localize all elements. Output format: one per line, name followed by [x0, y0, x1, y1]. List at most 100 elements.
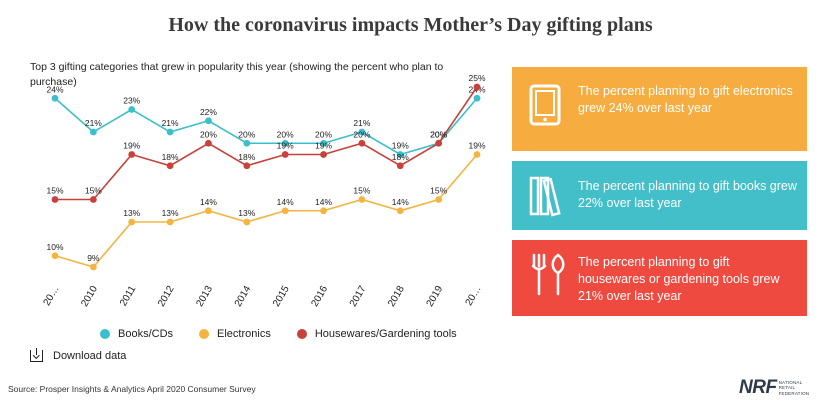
legend-swatch-housewares	[296, 329, 307, 339]
data-point-electronics	[396, 207, 404, 215]
data-label-housewares: 18%	[238, 152, 255, 162]
data-label-electronics: 14%	[277, 197, 294, 207]
legend-swatch-electronics	[199, 329, 210, 339]
series-line-books	[54, 97, 478, 156]
data-label-electronics: 10%	[46, 242, 63, 252]
data-label-housewares: 20%	[430, 129, 447, 139]
logo-subtext: NATIONAL RETAIL FEDERATION	[778, 379, 810, 396]
data-label-books: 20%	[238, 129, 255, 139]
data-point-electronics	[243, 218, 251, 226]
data-point-housewares	[358, 139, 366, 147]
x-tick-label: 2019	[425, 284, 446, 309]
data-point-electronics	[435, 196, 443, 203]
data-point-books	[205, 117, 212, 125]
data-label-electronics: 14%	[200, 197, 217, 207]
data-point-housewares	[435, 139, 443, 147]
card-housewares-text: The percent planning to gift housewares …	[578, 255, 780, 303]
card-books: The percent planning to gift books grew …	[512, 161, 807, 230]
card-electronics-text: The percent planning to gift electronics…	[578, 84, 793, 115]
data-label-books: 24%	[46, 84, 63, 94]
data-point-electronics	[166, 218, 174, 226]
x-tick-label: 2010	[79, 284, 100, 309]
data-point-housewares	[320, 151, 327, 158]
logo-mark: NRF	[739, 377, 777, 398]
data-point-housewares	[396, 162, 404, 170]
data-point-electronics	[89, 263, 97, 271]
download-label: Download data	[53, 350, 127, 362]
x-tick-label: 2014	[233, 284, 254, 309]
data-point-books	[473, 94, 481, 102]
data-point-housewares	[205, 139, 212, 147]
data-point-housewares	[473, 83, 481, 91]
data-point-books	[358, 128, 366, 136]
data-label-books: 20%	[315, 129, 332, 139]
data-label-housewares: 15%	[85, 186, 102, 196]
data-label-housewares: 18%	[162, 152, 179, 162]
data-label-housewares: 19%	[123, 141, 140, 151]
legend-item-housewares[interactable]: Housewares/Gardening tools	[296, 328, 457, 340]
data-label-electronics: 9%	[87, 253, 100, 263]
x-tick-label: 20…	[464, 284, 484, 308]
data-point-electronics	[205, 207, 212, 215]
x-tick-label: 2015	[271, 284, 292, 309]
data-label-housewares: 20%	[353, 129, 370, 139]
chart-title: How the coronavirus impacts Mother’s Day…	[168, 14, 653, 36]
data-point-books	[89, 128, 97, 136]
data-point-electronics	[358, 196, 366, 203]
card-housewares: The percent planning to gift housewares …	[512, 240, 807, 316]
data-point-books	[243, 139, 251, 147]
books-icon	[528, 175, 568, 222]
data-point-housewares	[281, 151, 289, 158]
legend-label-electronics: Electronics	[217, 328, 271, 340]
data-label-electronics: 13%	[238, 208, 255, 218]
legend-label-books: Books/CDs	[118, 328, 174, 340]
x-tick-label: 2013	[194, 284, 215, 309]
data-label-electronics: 19%	[468, 141, 485, 151]
tablet-icon	[528, 83, 564, 134]
chart-legend: Books/CDs Electronics Housewares/Gardeni…	[100, 328, 457, 340]
data-label-books: 20%	[430, 129, 447, 139]
legend-item-books[interactable]: Books/CDs	[100, 328, 173, 340]
data-label-electronics: 15%	[353, 186, 370, 196]
data-point-electronics	[51, 252, 59, 260]
legend-label-housewares: Housewares/Gardening tools	[314, 328, 457, 340]
data-point-electronics	[473, 151, 481, 158]
nrf-logo: NRF NATIONAL RETAIL FEDERATION	[739, 377, 813, 399]
data-label-electronics: 14%	[315, 197, 332, 207]
data-label-books: 21%	[85, 118, 102, 128]
legend-swatch-books	[100, 329, 110, 339]
data-label-electronics: 15%	[430, 186, 447, 196]
download-icon	[30, 348, 43, 362]
data-point-books	[51, 94, 59, 102]
card-electronics: The percent planning to gift electronics…	[512, 67, 807, 151]
data-label-books: 22%	[200, 107, 217, 117]
data-label-housewares: 19%	[277, 141, 294, 151]
data-point-books	[320, 139, 327, 147]
data-point-books	[281, 139, 289, 147]
data-point-housewares	[243, 162, 251, 170]
data-label-electronics: 13%	[162, 208, 179, 218]
data-point-books	[396, 151, 404, 158]
card-books-text: The percent planning to gift books grew …	[578, 179, 797, 210]
x-tick-label: 2018	[386, 284, 407, 309]
legend-item-electronics[interactable]: Electronics	[199, 328, 271, 340]
chart-subtitle: Top 3 gifting categories that grew in po…	[30, 61, 444, 88]
garden-tools-icon	[528, 252, 570, 303]
data-label-books: 21%	[353, 118, 370, 128]
data-label-books: 20%	[277, 129, 294, 139]
data-point-books	[128, 106, 136, 113]
x-tick-label: 2012	[156, 284, 177, 309]
data-point-electronics	[320, 207, 327, 215]
data-point-housewares	[51, 196, 59, 203]
x-tick-label: 2011	[118, 284, 138, 309]
source-note: Source: Prosper Insights & Analytics Apr…	[8, 384, 256, 394]
data-label-electronics: 13%	[123, 208, 140, 218]
data-point-books	[166, 128, 174, 136]
data-point-electronics	[281, 207, 289, 215]
x-tick-label: 2016	[309, 284, 330, 309]
download-data-button[interactable]: Download data	[30, 348, 127, 362]
data-label-electronics: 14%	[392, 197, 409, 207]
series-line-housewares	[55, 86, 478, 201]
data-label-books: 21%	[162, 118, 179, 128]
